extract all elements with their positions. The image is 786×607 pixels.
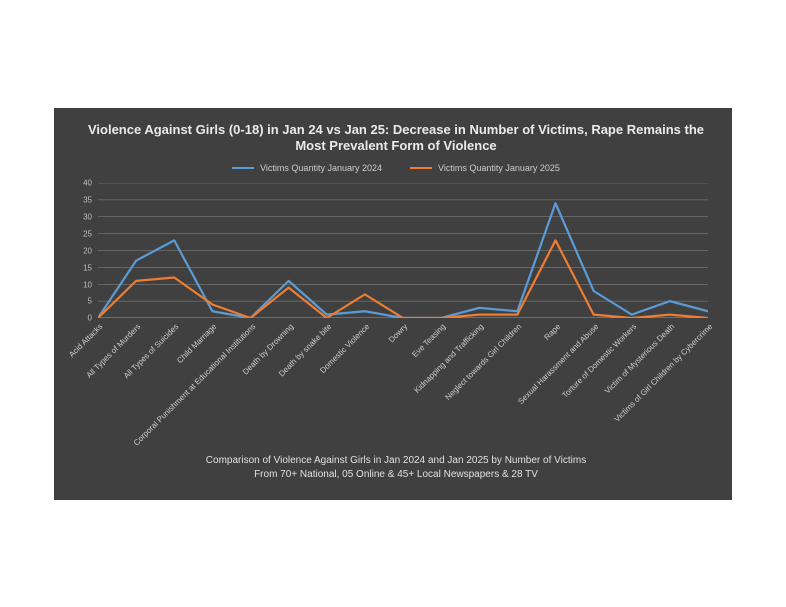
x-tick-label: Victim of Mysterious Death — [603, 322, 677, 396]
y-tick-label: 0 — [88, 314, 98, 323]
legend-item: Victims Quantity January 2024 — [232, 163, 382, 173]
x-tick-label: Acid Attacks — [67, 322, 104, 359]
legend-label: Victims Quantity January 2024 — [260, 163, 382, 173]
y-tick-label: 25 — [83, 229, 98, 238]
caption-line-2: From 70+ National, 05 Online & 45+ Local… — [78, 468, 714, 482]
legend-swatch — [410, 167, 432, 169]
x-tick-label: Kidnapping and Trafficking — [413, 322, 486, 395]
legend: Victims Quantity January 2024 Victims Qua… — [78, 163, 714, 173]
chart-caption: Comparison of Violence Against Girls in … — [78, 454, 714, 481]
x-tick-label: Dowry — [387, 322, 409, 344]
x-tick-label: Eve Teasing — [410, 322, 447, 359]
plot-area: 0510152025303540Acid AttacksAll Types of… — [98, 183, 708, 318]
y-tick-label: 40 — [83, 179, 98, 188]
caption-line-1: Comparison of Violence Against Girls in … — [78, 454, 714, 468]
y-tick-label: 20 — [83, 246, 98, 255]
chart-title: Violence Against Girls (0-18) in Jan 24 … — [78, 122, 714, 156]
chart-panel: Violence Against Girls (0-18) in Jan 24 … — [54, 108, 732, 500]
x-tick-label: Rape — [542, 322, 562, 342]
x-tick-label: Sexual Harassment and Abuse — [516, 322, 600, 406]
legend-label: Victims Quantity January 2025 — [438, 163, 560, 173]
legend-swatch — [232, 167, 254, 169]
plot-svg — [98, 183, 708, 318]
y-tick-label: 5 — [88, 297, 98, 306]
legend-item: Victims Quantity January 2025 — [410, 163, 560, 173]
y-tick-label: 35 — [83, 196, 98, 205]
y-tick-label: 15 — [83, 263, 98, 272]
x-tick-label: Neglect towards Girl Children — [444, 322, 524, 402]
x-tick-label: Torture of Domestic Workers — [560, 322, 638, 400]
series-line — [98, 204, 708, 319]
y-tick-label: 10 — [83, 280, 98, 289]
y-tick-label: 30 — [83, 213, 98, 222]
